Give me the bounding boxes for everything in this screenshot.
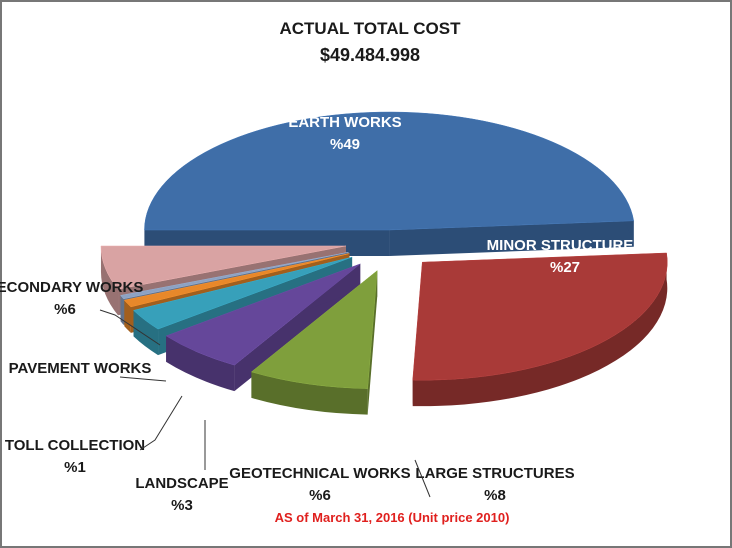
slice-label: LANDSCAPE: [135, 475, 228, 492]
slice-label: PAVEMENT WORKS: [9, 360, 152, 377]
slice-label: SECONDARY WORKS: [0, 279, 143, 296]
slice-label: LARGE STRUCTURES: [415, 465, 574, 482]
value-label: %49: [330, 136, 360, 153]
chart-subtitle: $49.484.998: [320, 45, 420, 65]
value-label: %3: [171, 497, 193, 514]
value-label: %27: [550, 259, 580, 276]
slice-label: GEOTECHNICAL WORKS: [229, 465, 410, 482]
value-label: %6: [309, 487, 331, 504]
value-label: %8: [484, 487, 506, 504]
value-label: %1: [64, 459, 86, 476]
slice-label: EARTH WORKS: [288, 114, 401, 131]
value-label: %6: [54, 301, 76, 318]
chart: ACTUAL TOTAL COST $49.484.998 AS of Marc…: [0, 0, 732, 548]
chart-title: ACTUAL TOTAL COST: [279, 19, 461, 38]
slice-label: MINOR STRUCTURES: [487, 237, 644, 254]
footnote: AS of March 31, 2016 (Unit price 2010): [275, 510, 510, 525]
slice-label: TOLL COLLECTION: [5, 437, 145, 454]
